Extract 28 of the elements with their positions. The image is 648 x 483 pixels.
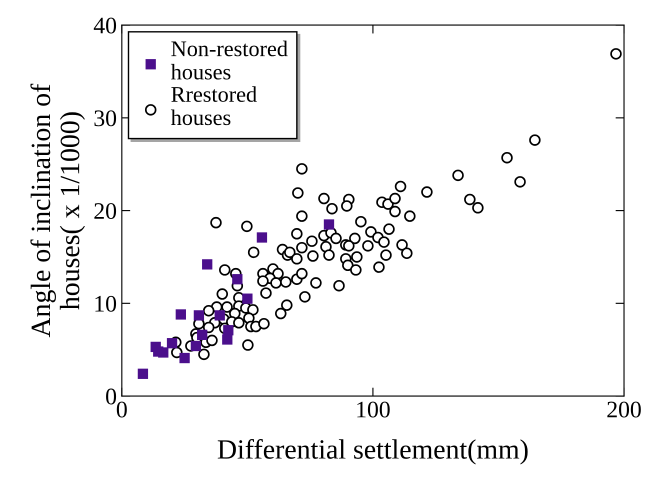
point bbox=[223, 325, 234, 336]
point bbox=[242, 294, 253, 304]
x-tick-label: 0 bbox=[116, 402, 127, 418]
point bbox=[176, 309, 186, 320]
x-tick-label: 100 bbox=[357, 402, 390, 418]
point bbox=[166, 338, 178, 348]
x-tick-label: 200 bbox=[607, 402, 641, 418]
point bbox=[214, 310, 225, 321]
point bbox=[256, 232, 268, 243]
y-tick-label: 20 bbox=[94, 203, 116, 220]
point bbox=[324, 219, 334, 230]
y-tick-label: 40 bbox=[94, 18, 116, 34]
legend-label: Rrestored houses bbox=[170, 86, 257, 126]
legend-label: Non-restored houses bbox=[170, 40, 288, 80]
point bbox=[232, 274, 242, 284]
point bbox=[158, 347, 168, 358]
point bbox=[197, 330, 208, 340]
y-tick-label: 10 bbox=[95, 296, 116, 312]
x-axis-title: Differential settlement(mm) bbox=[218, 439, 528, 464]
point bbox=[202, 259, 212, 270]
y-axis-title: Angle of inclination of houses( x 1/1000) bbox=[30, 84, 86, 338]
point bbox=[222, 334, 232, 345]
y-tick-label: 30 bbox=[94, 110, 116, 126]
point bbox=[138, 368, 148, 379]
point bbox=[179, 352, 190, 364]
point bbox=[194, 310, 204, 321]
y-tick-label: 0 bbox=[106, 388, 116, 404]
point bbox=[190, 340, 202, 352]
